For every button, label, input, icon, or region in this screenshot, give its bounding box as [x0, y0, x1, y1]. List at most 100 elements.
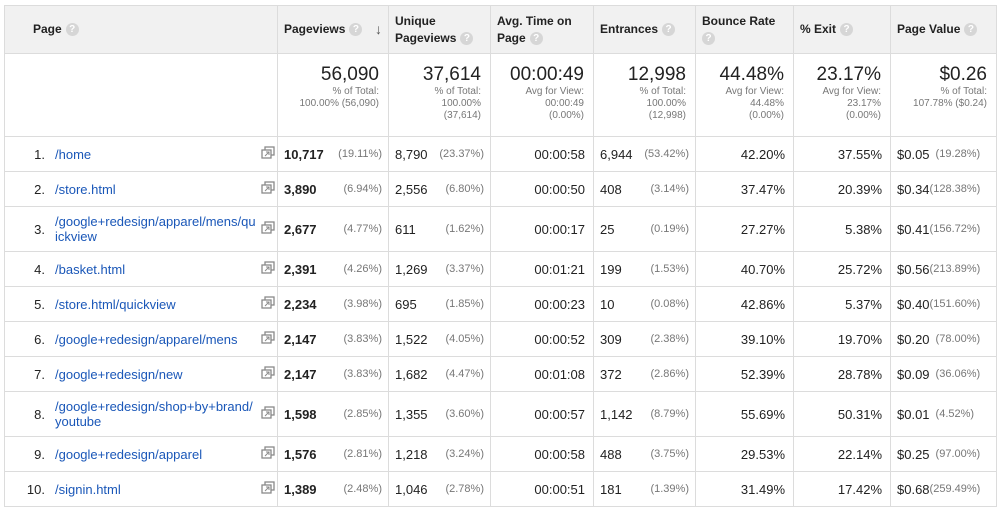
- page-cell: 10. /signin.html: [4, 471, 278, 507]
- open-in-new-window-icon[interactable]: [261, 296, 275, 312]
- header-unique-pageviews[interactable]: Unique Pageviews?: [388, 5, 491, 54]
- header-avg-time-line1: Avg. Time on: [497, 13, 572, 28]
- exit-cell: 20.39%: [793, 171, 891, 207]
- page-link[interactable]: /google+redesign/new: [55, 366, 183, 382]
- totals-value: 56,090: [320, 64, 379, 85]
- avg-time-cell: 00:00:58: [490, 436, 594, 472]
- help-icon[interactable]: ?: [662, 23, 676, 37]
- page-value-value: $0.09: [897, 366, 930, 382]
- page-cell: 8. /google+redesign/shop+by+brand/youtub…: [4, 391, 278, 437]
- pages-report-table: Page? Pageviews? ↓ Unique Pageviews? Avg.…: [4, 5, 997, 507]
- avg-time-cell: 00:00:57: [490, 391, 594, 437]
- page-cell: 3. /google+redesign/apparel/mens/quickvi…: [4, 206, 278, 252]
- open-in-new-window-icon[interactable]: [261, 181, 275, 197]
- totals-label: % of Total:: [434, 86, 481, 97]
- open-in-new-window-icon[interactable]: [261, 261, 275, 277]
- page-link[interactable]: /google+redesign/shop+by+brand/youtube: [55, 399, 253, 429]
- entrances-value: 408: [600, 181, 622, 197]
- header-page[interactable]: Page?: [4, 5, 278, 54]
- totals-detail: 100.00%: [646, 98, 686, 109]
- row-index: 4.: [34, 261, 45, 277]
- entrances-percent: (2.86%): [650, 368, 689, 380]
- help-icon[interactable]: ?: [460, 31, 474, 45]
- help-icon[interactable]: ?: [964, 23, 978, 37]
- avg-time-cell: 00:01:21: [490, 251, 594, 287]
- help-icon[interactable]: ?: [529, 31, 543, 45]
- page-value-percent: (259.49%): [929, 483, 981, 495]
- open-in-new-window-icon[interactable]: [261, 146, 275, 162]
- page-link[interactable]: /google+redesign/apparel: [55, 446, 203, 462]
- entrances-percent: (1.39%): [650, 483, 689, 495]
- page-link[interactable]: /store.html: [55, 181, 116, 197]
- row-index: 8.: [34, 406, 45, 422]
- pageviews-percent: (3.98%): [343, 298, 382, 310]
- open-in-new-window-icon[interactable]: [261, 446, 275, 462]
- page-link[interactable]: /basket.html: [55, 261, 126, 277]
- totals-page-cell: [4, 53, 278, 137]
- page-cell: 9. /google+redesign/apparel: [4, 436, 278, 472]
- page-value-cell: $0.41 (156.72%): [890, 206, 997, 252]
- header-page-value[interactable]: Page Value?: [890, 5, 997, 54]
- unique-pageviews-percent: (6.80%): [445, 183, 484, 195]
- sort-descending-icon[interactable]: ↓: [375, 21, 382, 37]
- header-pageviews[interactable]: Pageviews? ↓: [277, 5, 389, 54]
- page-value-percent: (4.52%): [935, 408, 975, 420]
- help-icon[interactable]: ?: [349, 23, 363, 37]
- entrances-percent: (0.08%): [650, 298, 689, 310]
- page-value-percent: (151.60%): [929, 298, 981, 310]
- pageviews-cell: 1,598 (2.85%): [277, 391, 389, 437]
- page-cell: 1. /home: [4, 136, 278, 172]
- entrances-cell: 10 (0.08%): [593, 286, 696, 322]
- unique-pageviews-percent: (1.62%): [445, 223, 484, 235]
- open-in-new-window-icon[interactable]: [261, 331, 275, 347]
- header-row: Page? Pageviews? ↓ Unique Pageviews? Avg.…: [4, 5, 997, 54]
- page-link[interactable]: /store.html/quickview: [55, 296, 176, 312]
- bounce-rate-cell: 39.10%: [695, 321, 794, 357]
- entrances-cell: 309 (2.38%): [593, 321, 696, 357]
- header-exit[interactable]: % Exit?: [793, 5, 891, 54]
- entrances-percent: (53.42%): [644, 148, 689, 160]
- pageviews-value: 2,391: [284, 261, 317, 277]
- page-value-cell: $0.25 (97.00%): [890, 436, 997, 472]
- help-icon[interactable]: ?: [65, 23, 79, 37]
- page-link[interactable]: /signin.html: [55, 481, 121, 497]
- page-link[interactable]: /home: [55, 146, 92, 162]
- help-icon[interactable]: ?: [702, 31, 715, 45]
- totals-unique: 37,614 % of Total: 100.00% (37,614): [388, 53, 491, 137]
- page-value-percent: (128.38%): [929, 183, 981, 195]
- totals-label: Avg for View:: [725, 86, 784, 97]
- open-in-new-window-icon[interactable]: [261, 366, 275, 382]
- totals-detail: 100.00% (56,090): [299, 98, 379, 109]
- totals-row: 56,090 % of Total: 100.00% (56,090) 37,6…: [4, 53, 997, 137]
- page-value-cell: $0.09 (36.06%): [890, 356, 997, 392]
- page-value-value: $0.41: [897, 221, 930, 237]
- help-icon[interactable]: ?: [840, 23, 854, 37]
- page-value-percent: (156.72%): [929, 223, 981, 235]
- page-value-value: $0.05: [897, 146, 930, 162]
- table-row: 9. /google+redesign/apparel 1,576 (2.81%…: [4, 436, 997, 472]
- open-in-new-window-icon[interactable]: [261, 221, 275, 237]
- header-entrances[interactable]: Entrances?: [593, 5, 696, 54]
- entrances-cell: 372 (2.86%): [593, 356, 696, 392]
- header-avg-time-line2: Page: [497, 30, 526, 45]
- totals-detail: 44.48%: [750, 98, 784, 109]
- unique-pageviews-value: 695: [395, 296, 417, 312]
- open-in-new-window-icon[interactable]: [261, 406, 275, 422]
- entrances-cell: 488 (3.75%): [593, 436, 696, 472]
- header-bounce-rate[interactable]: Bounce Rate ?: [695, 5, 794, 54]
- page-link[interactable]: /google+redesign/apparel/mens/quickview: [55, 214, 256, 244]
- pageviews-percent: (4.26%): [343, 263, 382, 275]
- row-index: 1.: [34, 146, 45, 162]
- entrances-cell: 25 (0.19%): [593, 206, 696, 252]
- page-link[interactable]: /google+redesign/apparel/mens: [55, 331, 238, 347]
- totals-value: 44.48%: [719, 64, 784, 85]
- totals-label: % of Total:: [639, 86, 686, 97]
- row-index: 6.: [34, 331, 45, 347]
- open-in-new-window-icon[interactable]: [261, 481, 275, 497]
- pageviews-value: 2,147: [284, 331, 317, 347]
- header-exit-label: % Exit: [800, 22, 837, 36]
- unique-pageviews-value: 1,218: [395, 446, 428, 462]
- header-avg-time[interactable]: Avg. Time on Page?: [490, 5, 594, 54]
- pageviews-cell: 10,717 (19.11%): [277, 136, 389, 172]
- entrances-value: 10: [600, 296, 615, 312]
